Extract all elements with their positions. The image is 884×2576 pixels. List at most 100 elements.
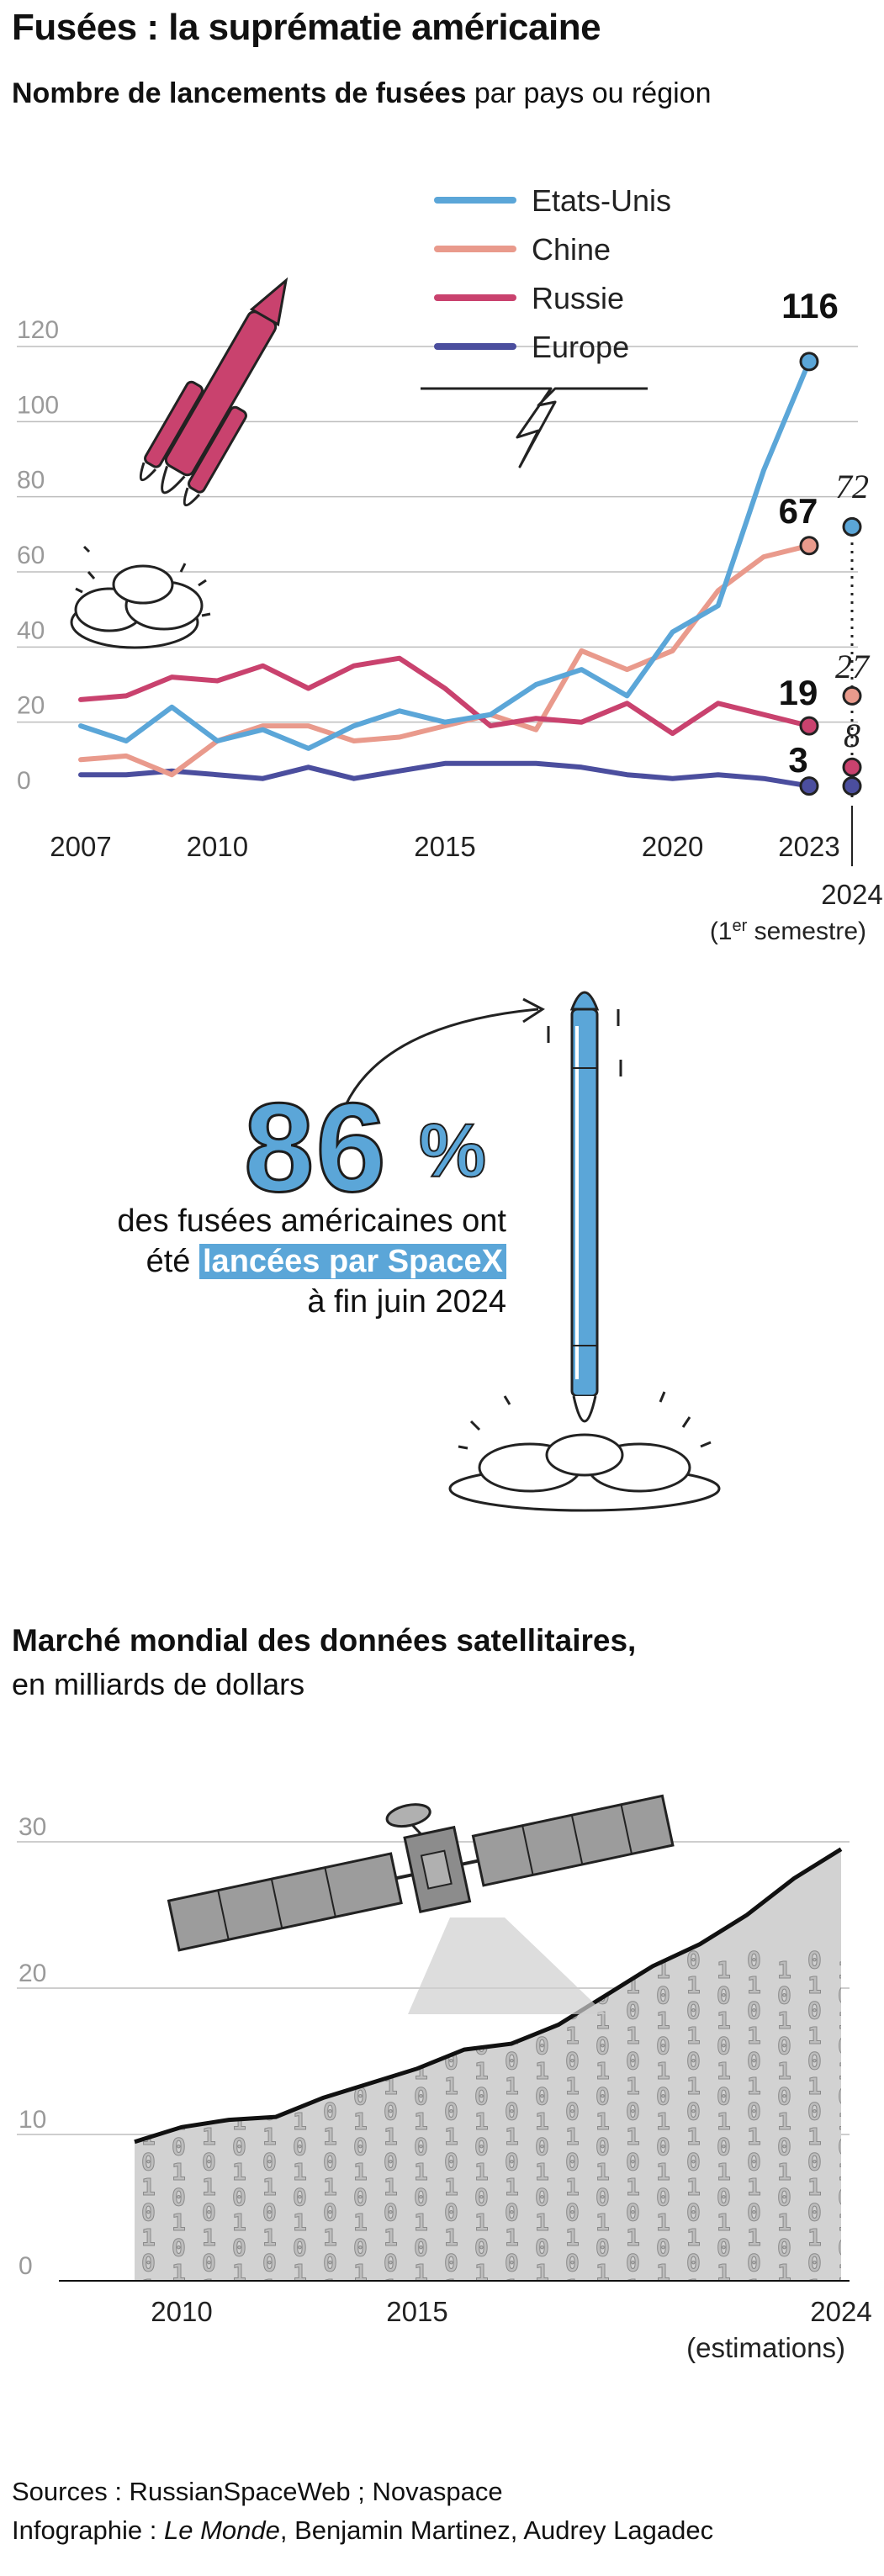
binary-digit: 0 — [323, 2148, 337, 2176]
binary-digit: 1 — [444, 2022, 458, 2050]
binary-digit: 0 — [535, 2183, 549, 2211]
binary-digit: 0 — [626, 2249, 640, 2277]
y-tick-label: 120 — [17, 316, 59, 344]
binary-digit: 1 — [414, 2108, 428, 2135]
binary-digit: 1 — [323, 2123, 337, 2150]
binary-digit: 1 — [353, 2158, 368, 2186]
binary-digit: 0 — [656, 2082, 670, 2110]
binary-digit: 0 — [656, 2234, 670, 2261]
binary-digit: 1 — [686, 2274, 701, 2302]
binary-digit: 1 — [777, 2057, 791, 2085]
binary-digit: 0 — [565, 1946, 580, 1974]
binary-digit: 0 — [717, 2284, 731, 2312]
binary-digit: 0 — [444, 2148, 458, 2176]
lightning-icon — [421, 387, 648, 468]
binary-digit: 0 — [686, 1946, 701, 1974]
legend-label-europe: Europe — [532, 330, 629, 364]
binary-digit: 0 — [474, 2183, 489, 2211]
binary-digit: 0 — [414, 2234, 428, 2261]
binary-digit: 1 — [323, 2173, 337, 2201]
binary-digit: 1 — [626, 2274, 640, 2302]
binary-digit: 0 — [414, 2183, 428, 2211]
series-line-usa — [78, 358, 812, 751]
launch-line-chart: 0 20 40 60 80 100 120 2007 2010 2015 2020 2023 — [17, 183, 883, 945]
binary-digit: 1 — [747, 2173, 761, 2201]
binary-digit: 0 — [141, 2097, 156, 2125]
binary-digit: 0 — [717, 2133, 731, 2161]
market-y-tick-label: 0 — [19, 2252, 33, 2280]
binary-digit: 1 — [202, 2072, 216, 2100]
binary-digit: 1 — [535, 2108, 549, 2135]
binary-digit: 1 — [202, 2022, 216, 2050]
partial-label-russia: 8 — [844, 717, 860, 754]
binary-digit: 0 — [202, 1997, 216, 2024]
binary-digit: 0 — [293, 2183, 307, 2211]
binary-digit: 0 — [596, 2234, 610, 2261]
binary-digit: 0 — [777, 2234, 791, 2261]
binary-digit: 1 — [838, 2108, 852, 2135]
binary-digit: 1 — [474, 2108, 489, 2135]
binary-digit: 0 — [656, 2284, 670, 2312]
binary-digit: 0 — [293, 2032, 307, 2060]
binary-digit: 1 — [232, 2208, 246, 2236]
binary-digit: 0 — [474, 2133, 489, 2161]
binary-digit: 0 — [838, 2082, 852, 2110]
binary-digit: 0 — [535, 2284, 549, 2312]
binary-digit: 0 — [777, 2183, 791, 2211]
market-y-tick-label: 20 — [19, 1960, 46, 1987]
series-lines — [78, 358, 812, 789]
binary-digit: 0 — [747, 2047, 761, 2075]
stat-line-3: à fin juin 2024 — [307, 1284, 506, 1320]
partial-point-russia — [842, 757, 862, 777]
chart-subtitle: Nombre de lancements de fusées par pays … — [12, 77, 712, 110]
binary-digit: 1 — [656, 2108, 670, 2135]
binary-digit: 1 — [384, 2224, 398, 2251]
binary-digit: 1 — [777, 1956, 791, 1984]
binary-digit: 0 — [656, 2032, 670, 2060]
binary-digit: 0 — [323, 2249, 337, 2277]
series-line-china — [78, 542, 812, 778]
binary-digit: 1 — [626, 2072, 640, 2100]
binary-digit: 1 — [626, 2224, 640, 2251]
binary-digit: 1 — [596, 2158, 610, 2186]
binary-digit: 0 — [717, 2032, 731, 2060]
binary-digit: 1 — [596, 1956, 610, 1984]
binary-digit: 1 — [172, 2007, 186, 2034]
binary-digit: 1 — [384, 2022, 398, 2050]
binary-digit: 1 — [717, 2108, 731, 2135]
binary-digit: 0 — [565, 2148, 580, 2176]
end-point-russia — [799, 716, 819, 736]
binary-digit: 0 — [838, 1981, 852, 2009]
satellite-icon — [167, 1794, 675, 2014]
spacex-rocket-icon — [547, 991, 622, 1423]
y-tick-label: 80 — [17, 467, 45, 495]
binary-digit: 1 — [262, 2072, 277, 2100]
binary-digit: 0 — [293, 2284, 307, 2312]
binary-digit: 0 — [686, 2198, 701, 2226]
stat-line-1: des fusées américaines ont — [117, 1203, 506, 1239]
binary-digit: 1 — [717, 1956, 731, 1984]
binary-digit: 0 — [262, 2249, 277, 2277]
binary-digit: 1 — [323, 2224, 337, 2251]
binary-digit: 0 — [838, 2234, 852, 2261]
binary-digit: 1 — [838, 1956, 852, 1984]
binary-digit: 0 — [232, 2183, 246, 2211]
binary-digit: 1 — [353, 1956, 368, 1984]
binary-digit: 0 — [505, 2097, 519, 2125]
binary-digit: 0 — [444, 2097, 458, 2125]
subtitle-rest: par pays ou région — [466, 77, 712, 109]
market-y-tick-labels: 0 10 20 30 — [19, 1813, 46, 2280]
binary-digit: 1 — [414, 2208, 428, 2236]
market-x-note: (estimations) — [686, 2332, 845, 2363]
market-subtitle: en milliards de dollars — [12, 1667, 305, 1701]
binary-digit: 0 — [777, 1981, 791, 2009]
stat-highlight: lancées par SpaceX — [199, 1244, 506, 1279]
binary-digit: 0 — [747, 2249, 761, 2277]
binary-digit: 0 — [777, 2032, 791, 2060]
binary-digit: 0 — [262, 1946, 277, 1974]
binary-digit: 0 — [323, 2198, 337, 2226]
binary-digit: 1 — [172, 2057, 186, 2085]
legend-label-russia: Russie — [532, 281, 624, 315]
x-note-2024: (1er semestre) — [710, 917, 866, 945]
